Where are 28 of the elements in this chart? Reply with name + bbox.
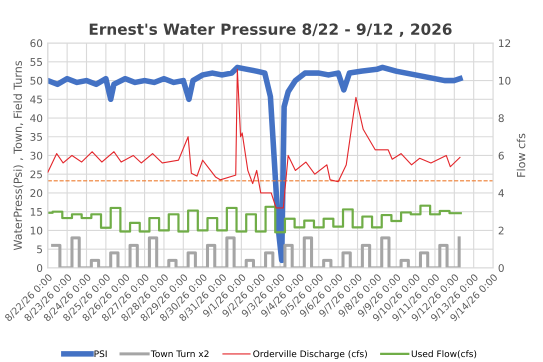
y-axis-title: WaterPress(Psi) , Town, Field Turns [13,60,24,250]
y2-tick-label: 10 [499,76,510,85]
y-tick-label: 5 [37,246,42,254]
y-tick-label: 20 [30,189,42,198]
legend-label: Orderville Discharge (cfs) [253,350,367,359]
chart-title: Ernest's Water Pressure 8/22 - 9/12 , 2026 [90,23,452,37]
y-tick-label: 55 [30,58,42,66]
y-tick-label: 15 [30,208,42,216]
y-tick-label: 35 [30,132,42,141]
y2-tick-label: 8 [498,114,504,122]
y2-tick-label: 2 [498,226,504,234]
y2-tick-label: 0 [498,264,504,272]
y-tick-label: 60 [30,39,42,48]
y-tick-label: 50 [30,76,42,85]
legend-label: Used Flow(cfs) [412,350,476,358]
legend-label: PSI [94,350,107,358]
legend-label: Town Turn x2 [150,350,209,358]
y2-axis-title: Flow cfs [516,134,526,177]
y2-tick-label: 6 [498,152,504,160]
y2-tick-label: 12 [499,39,510,48]
y-tick-label: 0 [36,264,42,272]
y2-tick-label: 4 [498,189,504,197]
y-tick-label: 30 [30,152,42,160]
y-tick-label: 45 [30,96,42,104]
y-tick-label: 25 [30,170,42,178]
y-tick-label: 40 [30,114,42,122]
line-series [48,68,461,208]
y-tick-label: 10 [30,226,42,235]
